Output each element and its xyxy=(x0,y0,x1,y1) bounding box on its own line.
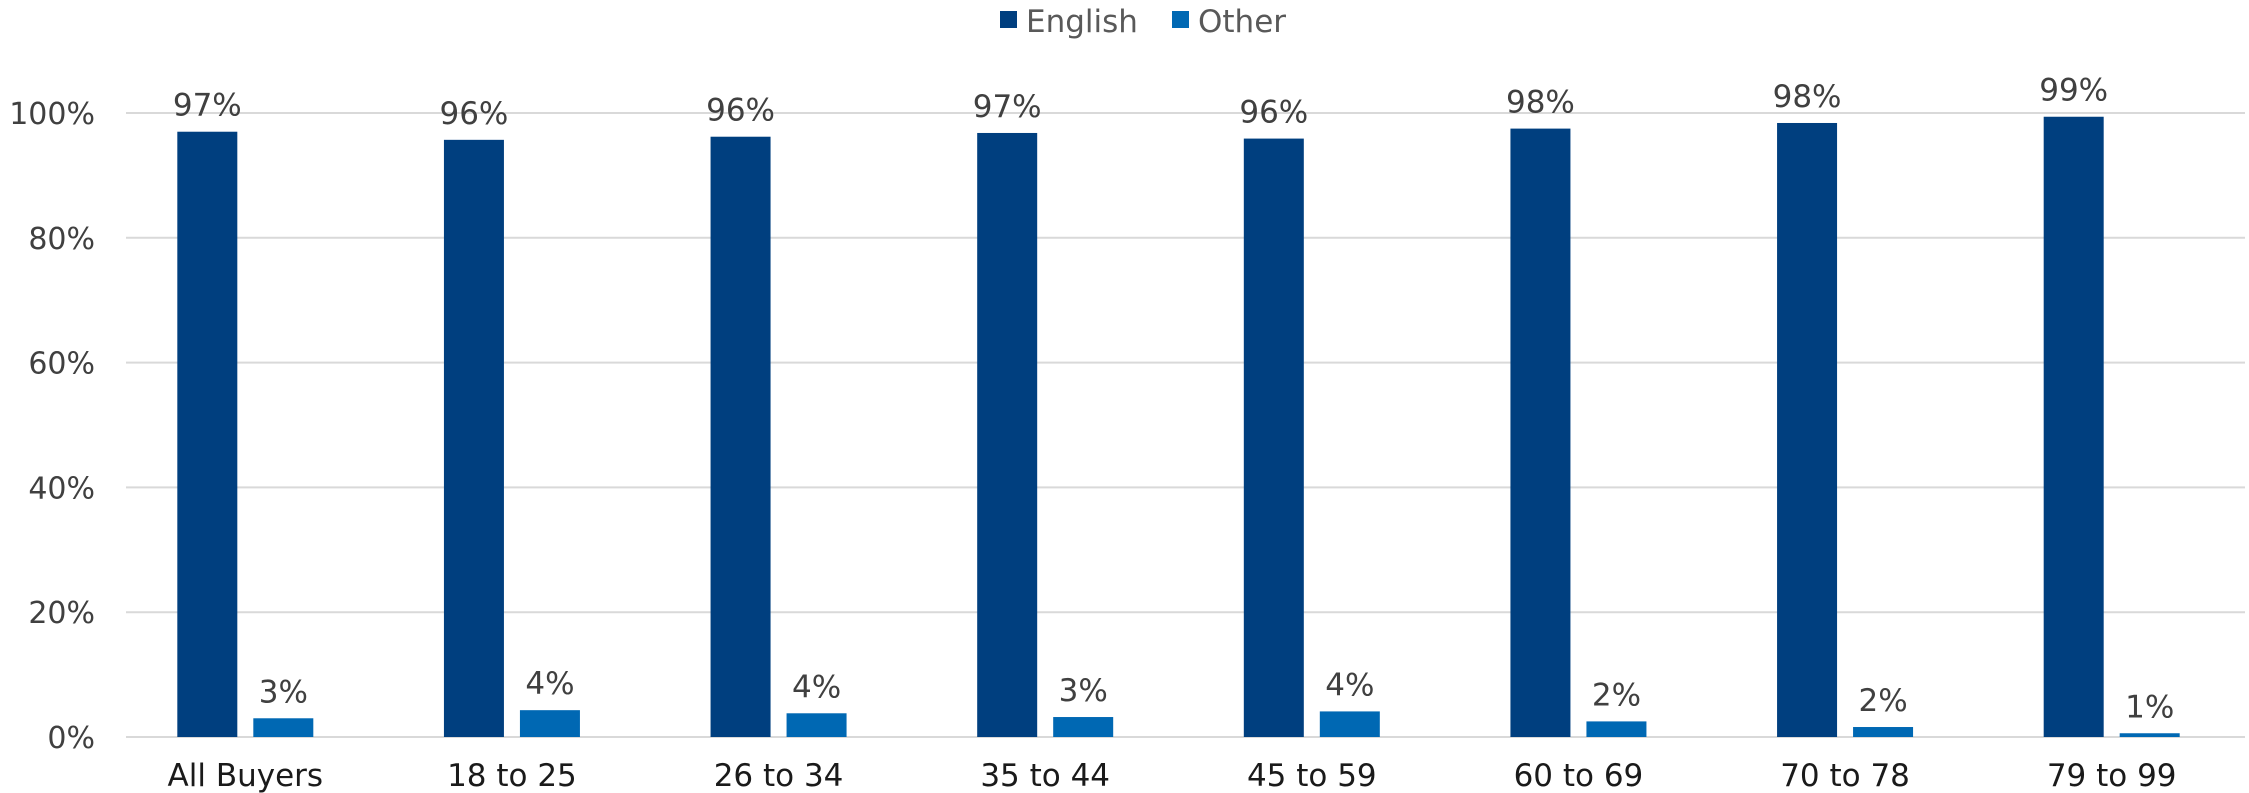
data-label-english: 96% xyxy=(706,93,775,129)
bar-other xyxy=(519,710,580,737)
gridlines xyxy=(126,112,2245,738)
bar-other xyxy=(1853,727,1914,737)
y-tick-label: 40% xyxy=(28,471,95,506)
y-tick-label: 60% xyxy=(28,347,95,382)
data-label-english: 98% xyxy=(1506,85,1575,121)
data-label-other: 4% xyxy=(525,666,574,702)
y-tick-label: 0% xyxy=(47,721,95,756)
x-category-label: 60 to 69 xyxy=(1514,758,1644,793)
bar-english xyxy=(1243,138,1304,738)
x-category-label: 35 to 44 xyxy=(980,758,1110,793)
data-labels: 97% 3% 96% 4% 96% 4% 97% 3% 96% 4% 98% 2% 98% 2% 99% 1% xyxy=(173,73,2174,726)
bar-other xyxy=(1319,711,1380,737)
bar-english xyxy=(1510,128,1571,738)
bar-english xyxy=(1777,122,1838,737)
data-label-other: 4% xyxy=(792,669,841,705)
data-label-other: 3% xyxy=(1059,673,1108,709)
data-label-english: 97% xyxy=(973,89,1042,125)
legend-swatch-english xyxy=(1000,11,1017,28)
data-label-english: 98% xyxy=(1773,79,1842,115)
legend-swatch-other xyxy=(1172,11,1189,28)
bar-other xyxy=(1053,717,1114,737)
x-category-label: All Buyers xyxy=(168,758,324,793)
y-tick-label: 100% xyxy=(9,97,95,132)
y-axis-ticks: 0% 20% 40% 60% 80% 100% xyxy=(9,97,95,756)
legend: English Other xyxy=(1000,4,1286,40)
x-category-label: 18 to 25 xyxy=(447,758,577,793)
bar-other xyxy=(2119,733,2180,737)
y-tick-label: 20% xyxy=(28,596,95,631)
data-label-english: 97% xyxy=(173,88,242,124)
data-label-english: 96% xyxy=(1239,95,1308,131)
legend-label-other: Other xyxy=(1198,4,1286,40)
data-label-other: 3% xyxy=(259,674,308,710)
bar-english xyxy=(710,136,771,737)
y-tick-label: 80% xyxy=(28,222,95,257)
bar-english xyxy=(177,131,238,738)
x-category-label: 79 to 99 xyxy=(2047,758,2177,793)
x-category-label: 26 to 34 xyxy=(714,758,844,793)
x-category-label: 70 to 78 xyxy=(1780,758,1910,793)
bar-other xyxy=(786,713,847,737)
data-label-other: 1% xyxy=(2125,689,2174,725)
bar-english xyxy=(2043,116,2104,737)
legend-label-english: English xyxy=(1026,4,1138,40)
data-label-english: 96% xyxy=(439,96,508,132)
bar-other xyxy=(253,718,314,737)
bar-english xyxy=(977,132,1038,737)
data-label-other: 4% xyxy=(1325,667,1374,703)
data-label-english: 99% xyxy=(2039,73,2108,109)
x-category-label: 45 to 59 xyxy=(1247,758,1377,793)
bar-other xyxy=(1586,721,1647,737)
x-axis-categories: All Buyers 18 to 25 26 to 34 35 to 44 45 to … xyxy=(168,758,2177,793)
bar-english xyxy=(443,139,504,737)
bars xyxy=(177,116,2180,738)
data-label-other: 2% xyxy=(1592,677,1641,713)
data-label-other: 2% xyxy=(1858,683,1907,719)
